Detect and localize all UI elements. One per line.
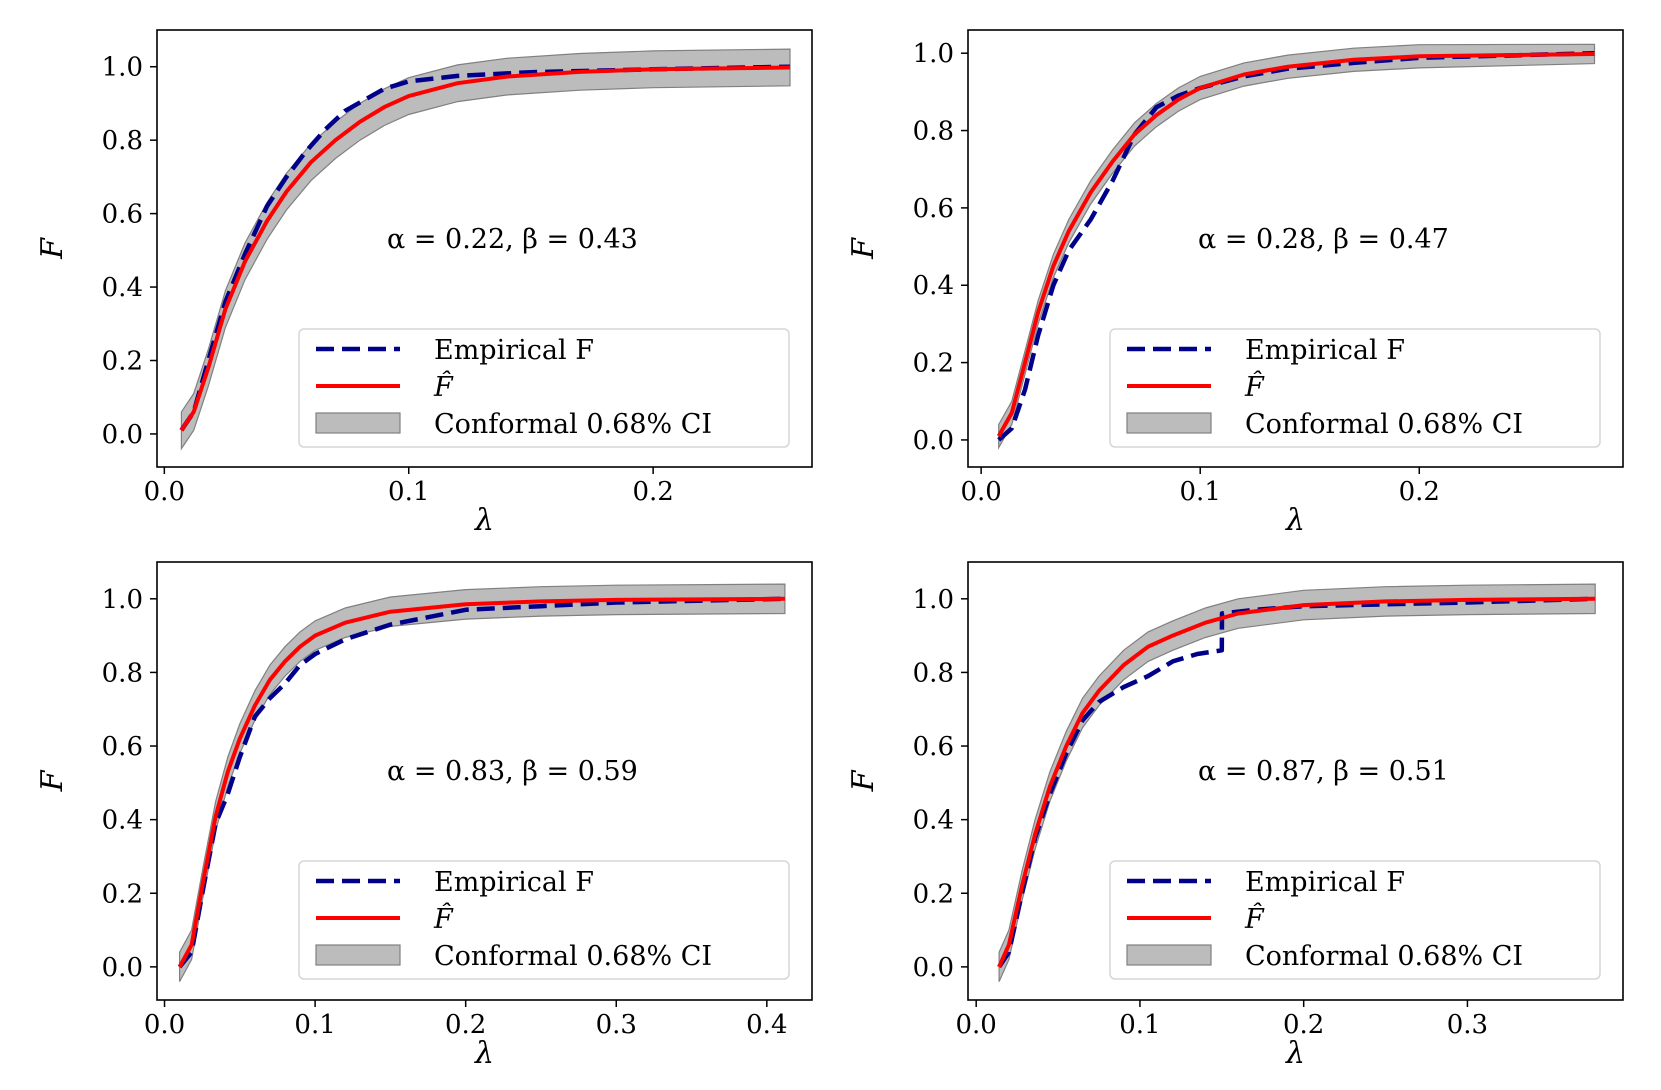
y-tick-label: 0.4 <box>102 806 143 836</box>
x-axis-label: λ <box>1285 1036 1305 1071</box>
plot-area <box>179 48 791 451</box>
x-axis-label: λ <box>1285 503 1305 538</box>
y-tick-label: 0.8 <box>913 658 954 688</box>
y-tick-label: 0.0 <box>102 953 143 983</box>
legend-label-empirical: Empirical F <box>1245 867 1405 898</box>
y-tick-label: 0.0 <box>913 953 954 983</box>
empirical-f-line <box>179 64 791 432</box>
y-tick-label: 1.0 <box>913 585 954 615</box>
y-tick-label: 0.8 <box>913 117 954 147</box>
y-tick-label: 1.0 <box>102 585 143 615</box>
y-tick-label: 0.4 <box>102 273 143 303</box>
legend-handle-ci <box>315 412 401 434</box>
y-tick-label: 0.4 <box>913 271 954 301</box>
legend-label-f-hat: F̂ <box>1244 902 1265 935</box>
parameter-annotation: α = 0.87, β = 0.51 <box>1198 756 1449 787</box>
legend: Empirical F F̂ Conformal 0.68% CI <box>1109 328 1601 448</box>
empirical-f-line <box>177 596 785 969</box>
x-tick-label: 0.2 <box>1283 1010 1324 1040</box>
legend: Empirical F F̂ Conformal 0.68% CI <box>1109 860 1601 980</box>
legend-box <box>298 860 790 980</box>
f-hat-line <box>997 596 1596 968</box>
legend-box <box>1109 860 1601 980</box>
x-tick-label: 0.2 <box>445 1010 486 1040</box>
subplot-3: 0.0 0.2 0.4 0.6 0.8 1.0 0.0 0.1 0.2 0.3 0.4 λ F α = 0… <box>35 561 813 1071</box>
f-hat-line <box>996 52 1595 438</box>
legend-label-f-hat: F̂ <box>1244 370 1265 403</box>
legend-handle-ci <box>1126 412 1212 434</box>
y-tick-label: 0.6 <box>913 732 954 762</box>
y-tick-label: 1.0 <box>102 53 143 83</box>
y-tick-label: 0.0 <box>102 420 143 450</box>
axes-frame <box>967 29 1624 468</box>
legend-label-ci: Conformal 0.68% CI <box>1245 941 1523 972</box>
legend-handle-ci <box>1126 944 1212 966</box>
x-tick-label: 0.0 <box>960 477 1001 507</box>
y-tick-label: 0.8 <box>102 658 143 688</box>
legend-box <box>1109 328 1601 448</box>
axes-frame <box>967 561 1624 1001</box>
y-tick-label: 0.8 <box>102 126 143 156</box>
parameter-annotation: α = 0.83, β = 0.59 <box>387 756 638 787</box>
axes-frame <box>156 561 813 1001</box>
x-tick-label: 0.0 <box>956 1010 997 1040</box>
legend-box <box>298 328 790 448</box>
y-tick-label: 0.6 <box>102 200 143 230</box>
legend-handle-ci <box>315 944 401 966</box>
x-tick-label: 0.4 <box>746 1010 787 1040</box>
x-tick-label: 0.3 <box>596 1010 637 1040</box>
plot-area <box>996 43 1596 450</box>
y-tick-label: 0.2 <box>102 879 143 909</box>
x-tick-label: 0.2 <box>1399 477 1440 507</box>
plot-area <box>177 583 786 982</box>
subplot-2: 0.0 0.2 0.4 0.6 0.8 1.0 0.0 0.1 0.2 λ F α = 0.28, β… <box>846 29 1624 538</box>
legend-label-empirical: Empirical F <box>434 867 594 898</box>
x-axis-label: λ <box>474 503 494 538</box>
subplot-4: 0.0 0.2 0.4 0.6 0.8 1.0 0.0 0.1 0.2 0.3 λ F α = 0.87… <box>846 561 1624 1071</box>
ci-band <box>998 583 1596 982</box>
x-tick-label: 0.1 <box>1180 477 1221 507</box>
x-tick-label: 0.0 <box>144 477 185 507</box>
legend-label-empirical: Empirical F <box>1245 335 1405 366</box>
legend-label-f-hat: F̂ <box>433 902 454 935</box>
y-tick-label: 0.6 <box>102 732 143 762</box>
x-axis-label: λ <box>474 1036 494 1071</box>
legend: Empirical F F̂ Conformal 0.68% CI <box>298 860 790 980</box>
legend-label-ci: Conformal 0.68% CI <box>434 409 712 440</box>
parameter-annotation: α = 0.22, β = 0.43 <box>387 224 638 255</box>
legend-label-ci: Conformal 0.68% CI <box>434 941 712 972</box>
plot-area <box>997 583 1596 982</box>
legend-label-f-hat: F̂ <box>433 370 454 403</box>
x-tick-label: 0.1 <box>294 1010 335 1040</box>
f-hat-line <box>179 65 791 432</box>
x-tick-label: 0.0 <box>144 1010 185 1040</box>
f-hat-line <box>177 596 785 968</box>
y-tick-label: 0.0 <box>913 426 954 456</box>
x-tick-label: 0.3 <box>1447 1010 1488 1040</box>
legend-label-ci: Conformal 0.68% CI <box>1245 409 1523 440</box>
axes-frame <box>156 29 813 468</box>
y-tick-label: 0.2 <box>913 879 954 909</box>
ci-band <box>998 43 1596 450</box>
legend-label-empirical: Empirical F <box>434 335 594 366</box>
y-axis-label: F <box>846 237 881 260</box>
y-tick-label: 0.2 <box>102 347 143 377</box>
x-tick-label: 0.1 <box>388 477 429 507</box>
y-tick-label: 0.2 <box>913 349 954 379</box>
legend: Empirical F F̂ Conformal 0.68% CI <box>298 328 790 448</box>
x-tick-label: 0.2 <box>632 477 673 507</box>
y-tick-label: 0.4 <box>913 806 954 836</box>
y-tick-label: 0.6 <box>913 194 954 224</box>
x-tick-label: 0.1 <box>1119 1010 1160 1040</box>
y-axis-label: F <box>35 769 70 792</box>
y-axis-label: F <box>35 237 70 260</box>
y-axis-label: F <box>846 769 881 792</box>
y-tick-label: 1.0 <box>913 39 954 69</box>
parameter-annotation: α = 0.28, β = 0.47 <box>1198 224 1449 255</box>
subplot-1: 0.0 0.2 0.4 0.6 0.8 1.0 0.0 0.1 0.2 λ F α = 0.22, β… <box>35 29 813 538</box>
